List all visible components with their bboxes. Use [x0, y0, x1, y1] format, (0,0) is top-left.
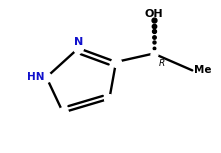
- Text: R: R: [159, 59, 165, 68]
- Text: HN: HN: [27, 72, 44, 82]
- Text: OH: OH: [144, 9, 163, 19]
- Text: N: N: [74, 37, 83, 47]
- Text: Me: Me: [194, 65, 211, 75]
